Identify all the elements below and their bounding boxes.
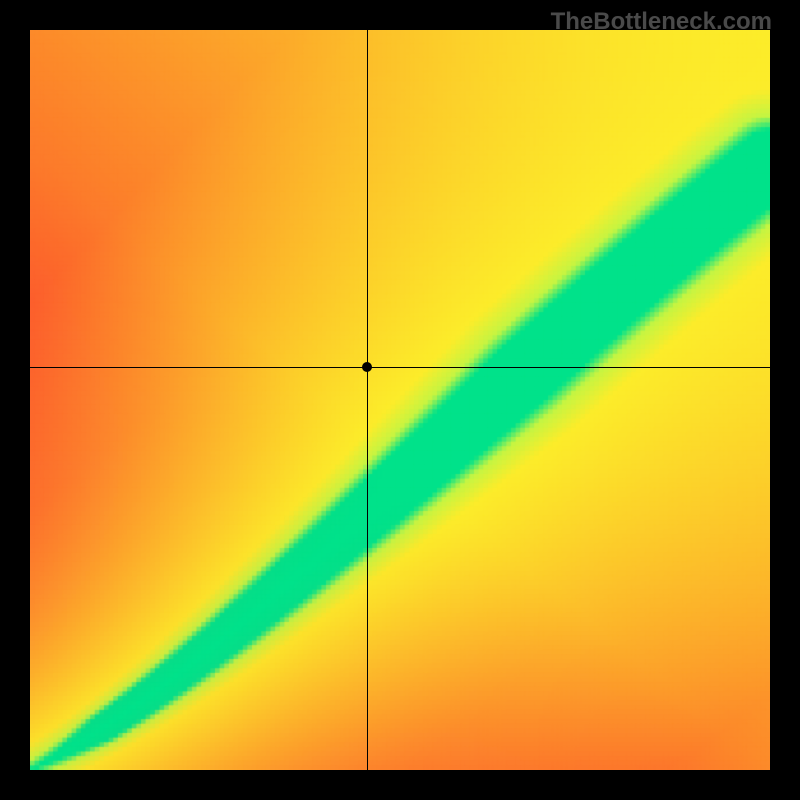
crosshair-horizontal [30,367,770,368]
chart-container: TheBottleneck.com [0,0,800,800]
crosshair-marker [362,362,372,372]
watermark-text: TheBottleneck.com [551,8,772,36]
crosshair-vertical [367,30,368,770]
heatmap-canvas [30,30,770,770]
plot-area [30,30,770,770]
